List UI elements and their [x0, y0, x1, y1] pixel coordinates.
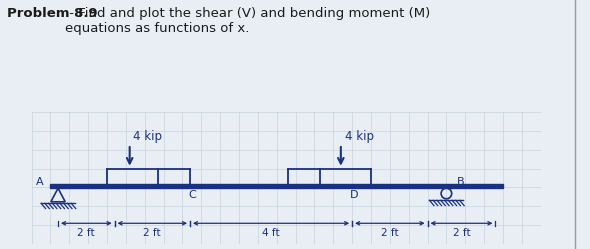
- Text: 2 ft: 2 ft: [77, 228, 95, 238]
- Text: 2 ft: 2 ft: [143, 228, 161, 238]
- Text: 2 ft: 2 ft: [381, 228, 399, 238]
- Text: D: D: [350, 190, 359, 200]
- Text: 4 ft: 4 ft: [263, 228, 280, 238]
- Text: 2 ft: 2 ft: [453, 228, 470, 238]
- Text: 4 kip: 4 kip: [345, 130, 373, 143]
- Text: C: C: [188, 190, 196, 200]
- Text: Problem 8.9: Problem 8.9: [7, 7, 98, 20]
- Text: 4 kip: 4 kip: [133, 130, 162, 143]
- Text: B: B: [457, 177, 464, 187]
- Bar: [51, 185, 503, 188]
- Text: A: A: [36, 177, 44, 187]
- Text: - Find and plot the shear (V) and bending moment (M)
equations as functions of x: - Find and plot the shear (V) and bendin…: [65, 7, 430, 35]
